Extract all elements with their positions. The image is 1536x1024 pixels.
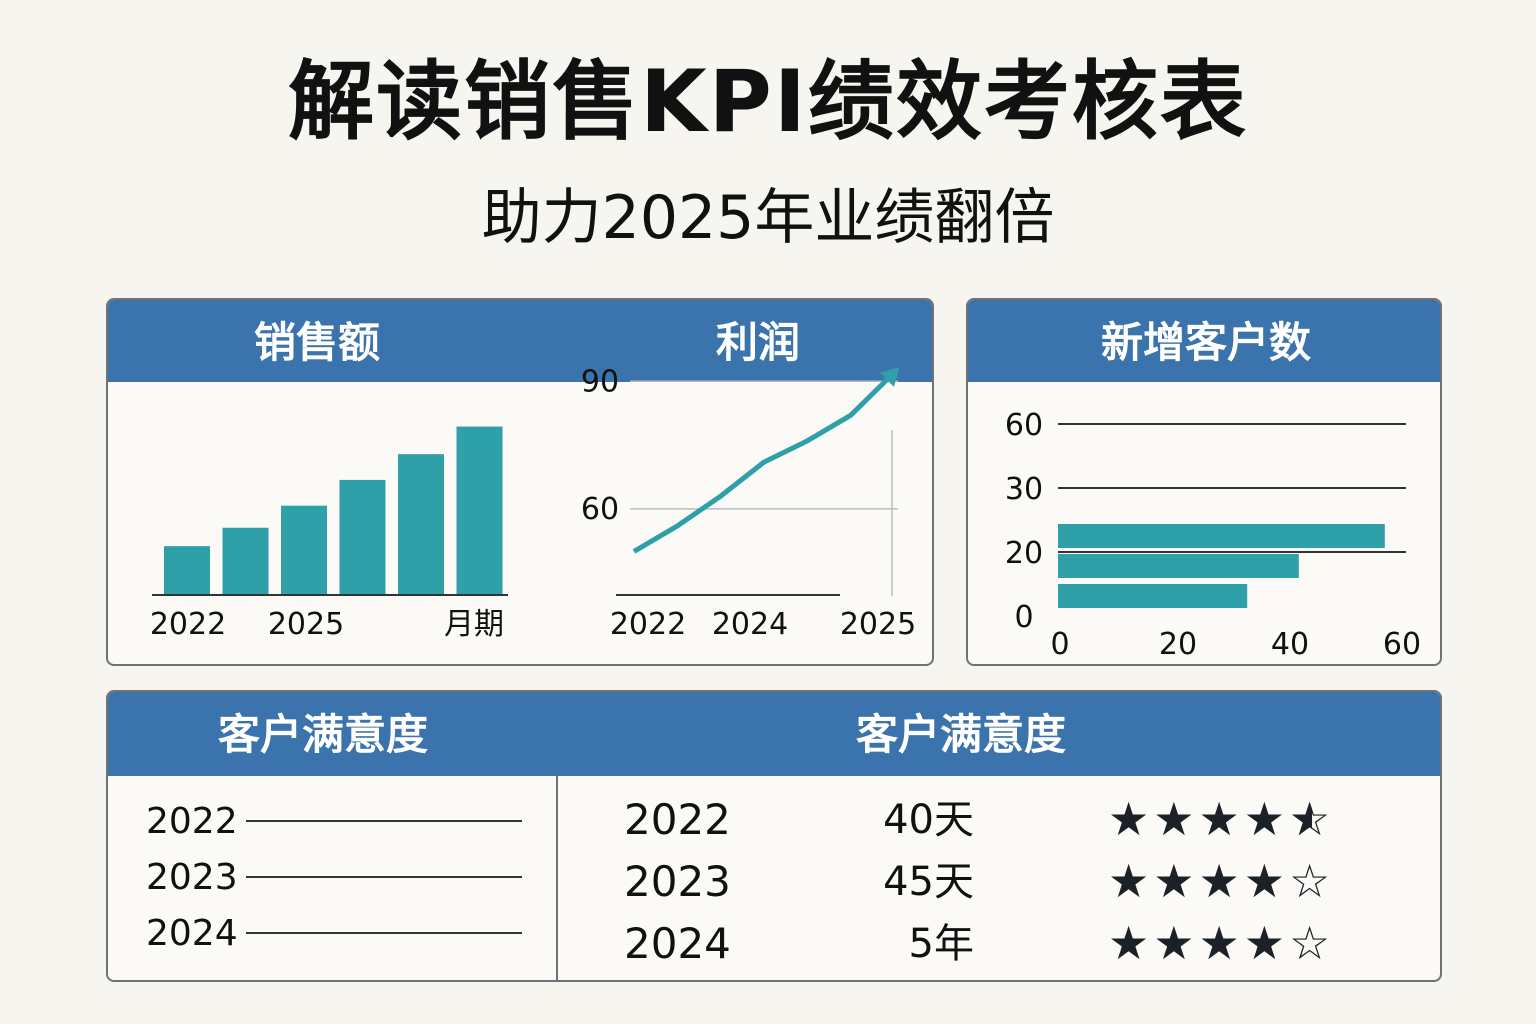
profit-y-tick-label: 90 xyxy=(581,364,619,399)
customers-y-tick-label: 60 xyxy=(1005,408,1043,443)
sales-bar xyxy=(456,426,503,594)
right-row-year: 2022 xyxy=(624,795,731,844)
right-row-year: 2024 xyxy=(624,919,731,968)
left-row-line xyxy=(246,932,522,934)
customers-x-tick-label: 40 xyxy=(1271,627,1309,662)
sales-x-tick-label: 2025 xyxy=(268,607,344,642)
left-row-line xyxy=(246,876,522,878)
sales-profit-panel: 销售额 利润 2022 2025 月期 60 90 2022 2024 2025 xyxy=(106,298,934,666)
right-row-year: 2023 xyxy=(624,857,731,906)
profit-x-tick-label: 2022 xyxy=(610,607,686,642)
profit-y-tick-label: 60 xyxy=(581,492,619,527)
page-subtitle: 助力2025年业绩翻倍 xyxy=(481,183,1055,253)
customers-bar xyxy=(1058,524,1385,548)
star-full-icon: ★ xyxy=(1243,792,1289,846)
customers-bar xyxy=(1058,554,1299,578)
right-row-value: 45天 xyxy=(883,859,974,905)
right-row-rating: ★★★★☆★ xyxy=(1108,794,1334,844)
sales-bar xyxy=(339,479,386,594)
satisfaction-panel: 客户满意度 客户满意度 2022 2023 2024 2022 40天 ★★★★… xyxy=(106,690,1442,982)
left-row-year: 2023 xyxy=(146,857,238,898)
star-full-icon: ★ xyxy=(1153,916,1199,970)
sales-chart: 2022 2025 月期 xyxy=(150,426,508,642)
satisfaction-left-title: 客户满意度 xyxy=(218,710,429,759)
left-row-line xyxy=(246,820,522,822)
left-row-year: 2024 xyxy=(146,913,238,954)
new-customers-panel: 新增客户数 60 30 20 0 0 20 40 60 xyxy=(966,298,1442,666)
star-half-icon: ☆★ xyxy=(1289,792,1335,846)
satisfaction-header: 客户满意度 客户满意度 xyxy=(108,692,1440,776)
profit-x-tick-label: 2024 xyxy=(712,607,788,642)
profit-line xyxy=(632,370,896,554)
new-customers-header: 新增客户数 xyxy=(968,300,1440,382)
star-empty-icon: ☆ xyxy=(1289,916,1335,970)
right-row-value: 40天 xyxy=(883,797,974,843)
sales-profit-header: 销售额 利润 xyxy=(108,300,932,382)
customers-y-tick-label: 0 xyxy=(1014,600,1033,635)
profit-x-tick-label: 2025 xyxy=(840,607,916,642)
star-empty-icon: ☆ xyxy=(1289,854,1335,908)
star-full-icon: ★ xyxy=(1243,916,1289,970)
profit-title: 利润 xyxy=(716,318,801,367)
right-row-rating: ★★★★☆ xyxy=(1108,856,1334,906)
star-full-icon: ★ xyxy=(1198,916,1244,970)
customers-bar xyxy=(1058,584,1248,608)
star-full-icon: ★ xyxy=(1108,792,1154,846)
right-row-rating: ★★★★☆ xyxy=(1108,918,1334,968)
sales-bar xyxy=(398,454,444,594)
sales-x-tick-label: 2022 xyxy=(150,607,226,642)
satisfaction-right-title: 客户满意度 xyxy=(856,710,1067,759)
star-full-icon: ★ xyxy=(1108,916,1154,970)
customers-x-tick-label: 0 xyxy=(1050,627,1069,662)
star-full-icon: ★ xyxy=(1153,854,1199,908)
star-full-icon: ★ xyxy=(1153,792,1199,846)
customers-x-tick-label: 20 xyxy=(1159,627,1197,662)
sales-title: 销售额 xyxy=(254,318,381,367)
new-customers-chart: 60 30 20 00 20 40 60 xyxy=(1005,408,1421,662)
star-full-icon: ★ xyxy=(1108,854,1154,908)
sales-bar xyxy=(222,527,269,594)
left-row-year: 2022 xyxy=(146,801,238,842)
page-title: 解读销售KPI绩效考核表 xyxy=(288,52,1248,152)
star-full-icon: ★ xyxy=(1243,854,1289,908)
right-row-value: 5年 xyxy=(908,921,974,967)
new-customers-title: 新增客户数 xyxy=(1100,318,1311,367)
star-full-icon: ★ xyxy=(1198,854,1244,908)
customers-y-tick-label: 20 xyxy=(1005,536,1043,571)
satisfaction-divider xyxy=(556,776,558,980)
sales-bar xyxy=(281,505,327,594)
customers-x-tick-label: 60 xyxy=(1383,627,1421,662)
sales-x-tick-label: 月期 xyxy=(444,607,504,642)
sales-bar xyxy=(164,546,210,594)
profit-chart: 60 90 2022 2024 2025 xyxy=(581,364,916,642)
star-full-icon: ★ xyxy=(1198,792,1244,846)
customers-y-tick-label: 30 xyxy=(1005,472,1043,507)
profit-arrow-icon xyxy=(879,367,900,387)
